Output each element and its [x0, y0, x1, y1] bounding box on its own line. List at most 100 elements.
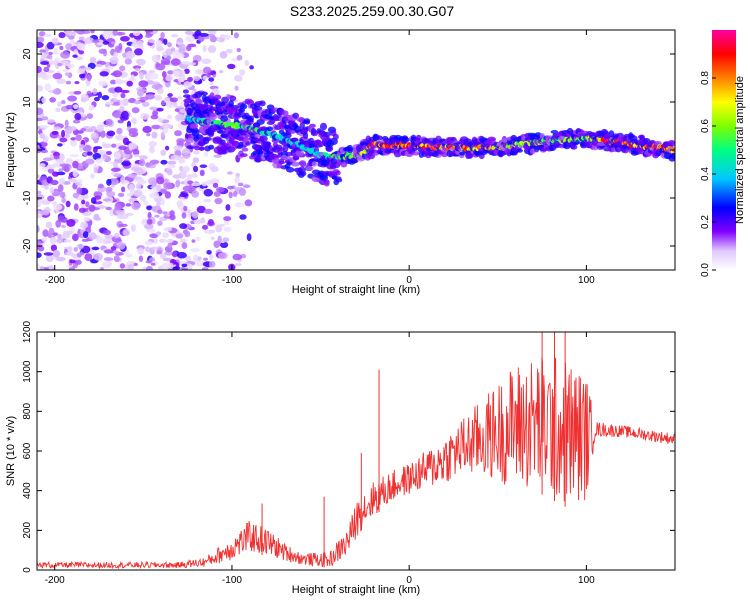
spectrogram-y-label: Frequency (Hz) — [5, 112, 17, 188]
spectrogram-cell — [144, 30, 154, 33]
spectrogram-cell — [41, 73, 51, 81]
spectrogram-cell — [74, 259, 82, 265]
spectrogram-cell — [238, 188, 247, 197]
spectrogram-cell — [314, 142, 323, 147]
spectrogram-cell — [246, 233, 252, 242]
spectrogram-cell — [292, 112, 300, 119]
spectrogram-cell — [92, 147, 98, 154]
spectrogram-cell — [208, 77, 215, 82]
spectrogram-cell — [207, 30, 217, 34]
spectrogram-cell — [187, 180, 194, 185]
spectrogram-cell — [149, 192, 159, 199]
spectrogram-cell — [37, 252, 42, 259]
spectrogram-cell — [232, 191, 238, 198]
spectrogram-cell — [203, 208, 213, 215]
spectrogram-cell — [332, 133, 339, 140]
spectrogram-cell — [164, 250, 173, 256]
spectrogram-cell — [112, 101, 121, 106]
spectrogram-cell — [47, 195, 55, 202]
spectrogram-cell — [125, 50, 136, 59]
spectrogram-cell — [139, 71, 144, 80]
spectrogram-cell — [120, 89, 130, 94]
spectrogram-cell — [193, 165, 199, 173]
spectrogram-cell — [179, 238, 187, 243]
spectrogram-cell — [249, 155, 255, 160]
chart-title: S233.2025.259.00.30.G07 — [290, 3, 454, 19]
spectrogram-cell — [243, 184, 251, 189]
spectrogram-cell — [133, 100, 142, 105]
spectrogram-cell — [98, 48, 107, 54]
spectrogram-cell — [128, 142, 137, 150]
spectrogram-cell — [53, 47, 59, 56]
spectrogram-cell — [64, 119, 69, 128]
spectrogram-cell — [164, 145, 170, 151]
spectrogram-cell — [302, 132, 309, 139]
spectrogram-cell — [65, 30, 73, 36]
spectrogram-cell — [167, 242, 173, 248]
spectrogram-cell — [162, 239, 170, 243]
spectrogram-cell — [131, 107, 140, 114]
spectrogram-cell — [367, 152, 373, 157]
snr-ytick-label: 800 — [22, 403, 33, 420]
spectrogram-cell — [151, 84, 162, 90]
spectrogram-cell — [78, 207, 86, 213]
spectrogram-cell — [169, 97, 178, 103]
colorbar-label: Normalized spectral amplitude — [734, 76, 746, 224]
spectrogram-cell — [90, 173, 95, 179]
spectrogram-cell — [73, 30, 83, 33]
spectrogram-cell — [236, 54, 243, 61]
spectrogram-cell — [157, 117, 164, 123]
snr-xtick-label: 100 — [578, 575, 595, 586]
spectrogram-cell — [191, 172, 198, 179]
spectrogram-cell — [65, 251, 74, 256]
spectrogram-cell — [113, 250, 119, 254]
spectrogram-cell — [234, 176, 240, 184]
spectrogram-cell — [110, 79, 117, 85]
spectrogram-ytick-label: 20 — [22, 48, 33, 60]
spectrogram-cell — [102, 154, 108, 160]
spectrogram-cell — [113, 173, 122, 178]
spectrogram-cell — [59, 177, 65, 185]
snr-y-label: SNR (10 * v/v) — [5, 416, 17, 486]
spectrogram-cell — [630, 150, 639, 156]
spectrogram-cell — [178, 158, 186, 164]
spectrogram-cell — [112, 30, 118, 36]
spectrogram-cell — [126, 80, 133, 87]
spectrogram-cell — [82, 231, 89, 238]
spectrogram-cell — [42, 116, 49, 121]
spectrogram-cell — [179, 193, 189, 198]
spectrogram-cell — [185, 255, 192, 262]
spectrogram-cell — [183, 81, 193, 88]
spectrogram-cell — [295, 149, 304, 157]
spectrogram-cell — [37, 240, 43, 246]
spectrogram-cell — [258, 100, 266, 107]
spectrogram-cell — [52, 171, 59, 177]
snr-xtick-label: -200 — [45, 575, 65, 586]
spectrogram-cell — [119, 105, 125, 113]
spectrogram-cell — [79, 144, 86, 149]
spectrogram-cell — [52, 72, 63, 80]
spectrogram-cell — [167, 160, 177, 165]
spectrogram-cell — [160, 31, 165, 39]
spectrogram-cell — [68, 35, 75, 40]
spectrogram-cell — [166, 169, 173, 176]
spectrogram-cell — [225, 34, 231, 41]
spectrogram-cell — [42, 149, 49, 153]
spectrogram-cell — [148, 72, 159, 80]
spectrogram-cell — [115, 209, 125, 215]
spectrogram-cell — [160, 159, 168, 165]
spectrogram-cell — [259, 136, 265, 142]
spectrogram-cell — [207, 45, 217, 53]
spectrogram-cell — [239, 153, 248, 158]
spectrogram-cell — [39, 49, 46, 53]
spectrogram-cell — [184, 230, 191, 238]
spectrogram-cell — [111, 236, 122, 243]
spectrogram-cell — [113, 51, 118, 58]
spectrogram-cell — [182, 89, 189, 94]
spectrogram-cell — [78, 36, 85, 41]
spectrogram-cell — [50, 244, 58, 252]
spectrogram-cell — [113, 112, 121, 119]
spectrogram-cell — [41, 97, 47, 104]
spectrogram-cell — [138, 80, 149, 88]
spectrogram-cell — [229, 95, 237, 102]
